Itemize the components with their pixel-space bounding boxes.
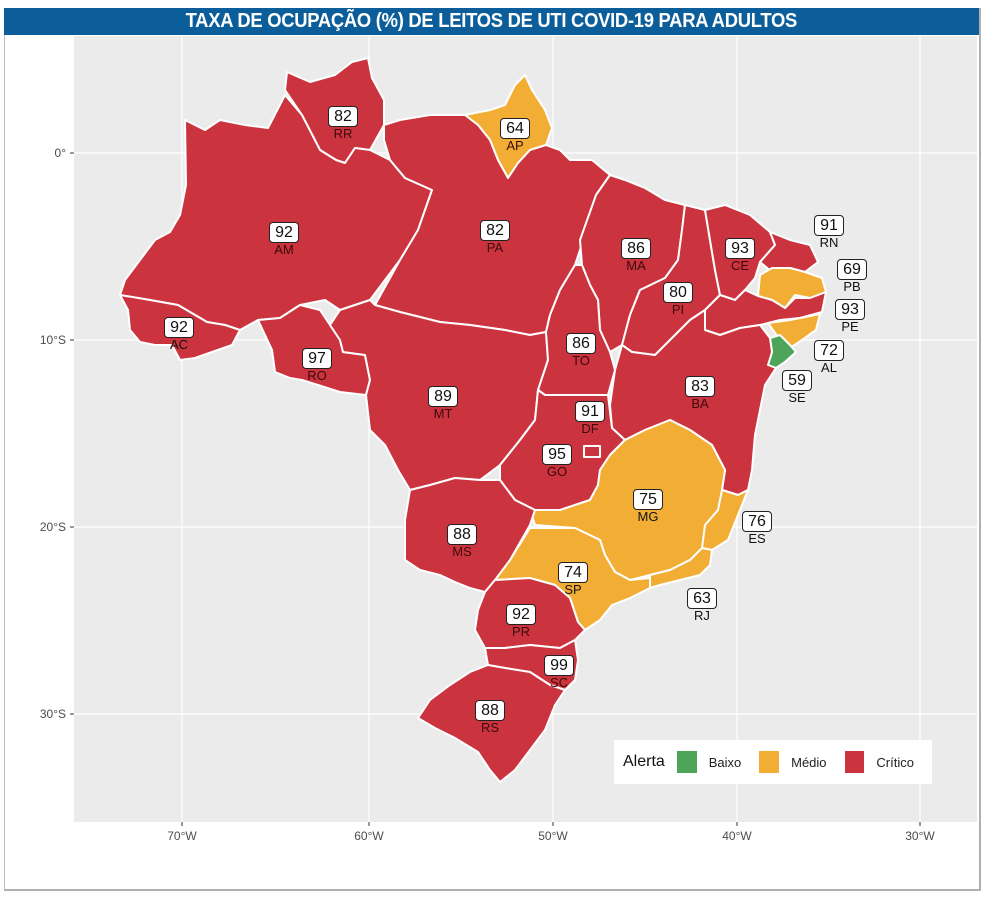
legend-swatch-medio	[759, 751, 780, 773]
y-tick-30s: 30°S	[40, 707, 66, 721]
chart-title-text: TAXA DE OCUPAÇÃO (%) DE LEITOS DE UTI CO…	[185, 10, 798, 32]
state-DF[interactable]	[583, 445, 601, 458]
y-tick-10s: 10°S	[40, 333, 66, 347]
x-tick-40w: 40°W	[722, 829, 752, 843]
x-tick-70w: 70°W	[167, 829, 197, 843]
x-tick-30w: 30°W	[905, 829, 935, 843]
legend-title: Alerta	[623, 753, 665, 770]
legend-swatch-critico	[844, 751, 865, 773]
state-ES[interactable]	[701, 489, 749, 551]
x-tick-60w: 60°W	[354, 829, 384, 843]
legend-label-critico: Crítico	[876, 754, 914, 770]
y-tick-20s: 20°S	[40, 520, 66, 534]
legend: Alerta Baixo Médio Crítico	[614, 740, 932, 784]
state-RS[interactable]	[417, 664, 566, 783]
state-RJ[interactable]	[649, 547, 713, 589]
x-axis-labels: 70°W 60°W 50°W 40°W 30°W	[167, 829, 935, 843]
x-tick-50w: 50°W	[538, 829, 568, 843]
legend-swatch-baixo	[676, 751, 697, 773]
legend-label-medio: Médio	[791, 754, 827, 770]
chart-title: TAXA DE OCUPAÇÃO (%) DE LEITOS DE UTI CO…	[4, 8, 979, 35]
y-axis-labels: 0° 10°S 20°S 30°S	[40, 146, 66, 721]
legend-label-baixo: Baixo	[708, 754, 742, 770]
axis-ticks	[70, 152, 921, 826]
y-tick-0: 0°	[55, 146, 67, 160]
